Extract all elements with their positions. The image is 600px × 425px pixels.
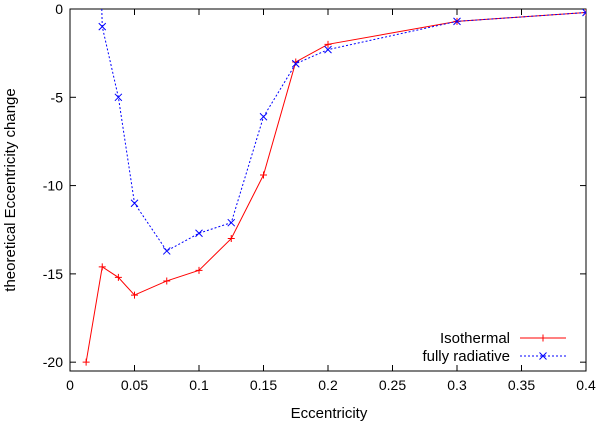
- data-point-fully-radiative: [227, 218, 236, 227]
- data-point-fully-radiative: [98, 22, 107, 31]
- legend-marker-fully-radiative: [539, 352, 547, 360]
- x-tick-label: 0.25: [379, 377, 406, 393]
- data-point-fully-radiative: [582, 9, 586, 17]
- data-point-isothermal: [260, 171, 267, 179]
- x-tick-label: 0.3: [447, 377, 467, 393]
- data-point-isothermal: [131, 291, 138, 299]
- series-isothermal: [82, 9, 586, 366]
- data-point-isothermal: [82, 358, 90, 366]
- data-point-isothermal: [324, 40, 332, 48]
- plot-frame: [69, 8, 587, 372]
- x-tick-label: 0.2: [318, 377, 338, 393]
- plot-series: [82, 9, 586, 366]
- data-point-isothermal: [98, 263, 106, 271]
- legend-marker-isothermal: [539, 334, 547, 342]
- x-tick-label: 0.4: [576, 377, 596, 393]
- x-tick-label: 0.1: [189, 377, 209, 393]
- series-line-isothermal: [85, 12, 586, 363]
- y-tick-label: 0: [55, 1, 63, 17]
- data-point-fully-radiative: [259, 112, 268, 121]
- data-point-fully-radiative: [195, 229, 203, 238]
- x-tick-label: 0: [66, 377, 74, 393]
- series-fully-radiative: [98, 9, 586, 255]
- data-point-isothermal: [195, 266, 203, 274]
- data-point-fully-radiative: [453, 17, 461, 26]
- legend-label-fully-radiative: fully radiative: [422, 348, 510, 365]
- legend-label-isothermal: Isothermal: [440, 330, 510, 347]
- x-tick-label: 0.05: [121, 377, 148, 393]
- x-axis-label: Eccentricity: [291, 405, 368, 422]
- data-point-isothermal: [227, 235, 235, 243]
- data-point-fully-radiative: [114, 93, 123, 102]
- y-tick-label: -10: [43, 178, 63, 194]
- y-tick-label: -15: [43, 266, 63, 282]
- data-point-fully-radiative: [291, 59, 300, 68]
- y-tick-label: -20: [43, 354, 63, 370]
- data-point-isothermal: [163, 277, 171, 285]
- x-tick-label: 0.15: [250, 377, 277, 393]
- series-line-fully-radiative: [101, 9, 586, 252]
- data-point-isothermal: [114, 273, 122, 281]
- data-point-fully-radiative: [162, 247, 171, 255]
- y-axis-label: theoretical Eccentricity change: [2, 88, 19, 291]
- axes: 0 0.05 0.1 0.15 0.2 0.25 0.3 0.35 0.4 0 -5 -10 -15 -2…: [43, 1, 596, 393]
- x-tick-label: 0.35: [508, 377, 535, 393]
- data-point-fully-radiative: [130, 199, 139, 208]
- data-point-fully-radiative: [324, 45, 332, 54]
- y-tick-label: -5: [51, 89, 64, 105]
